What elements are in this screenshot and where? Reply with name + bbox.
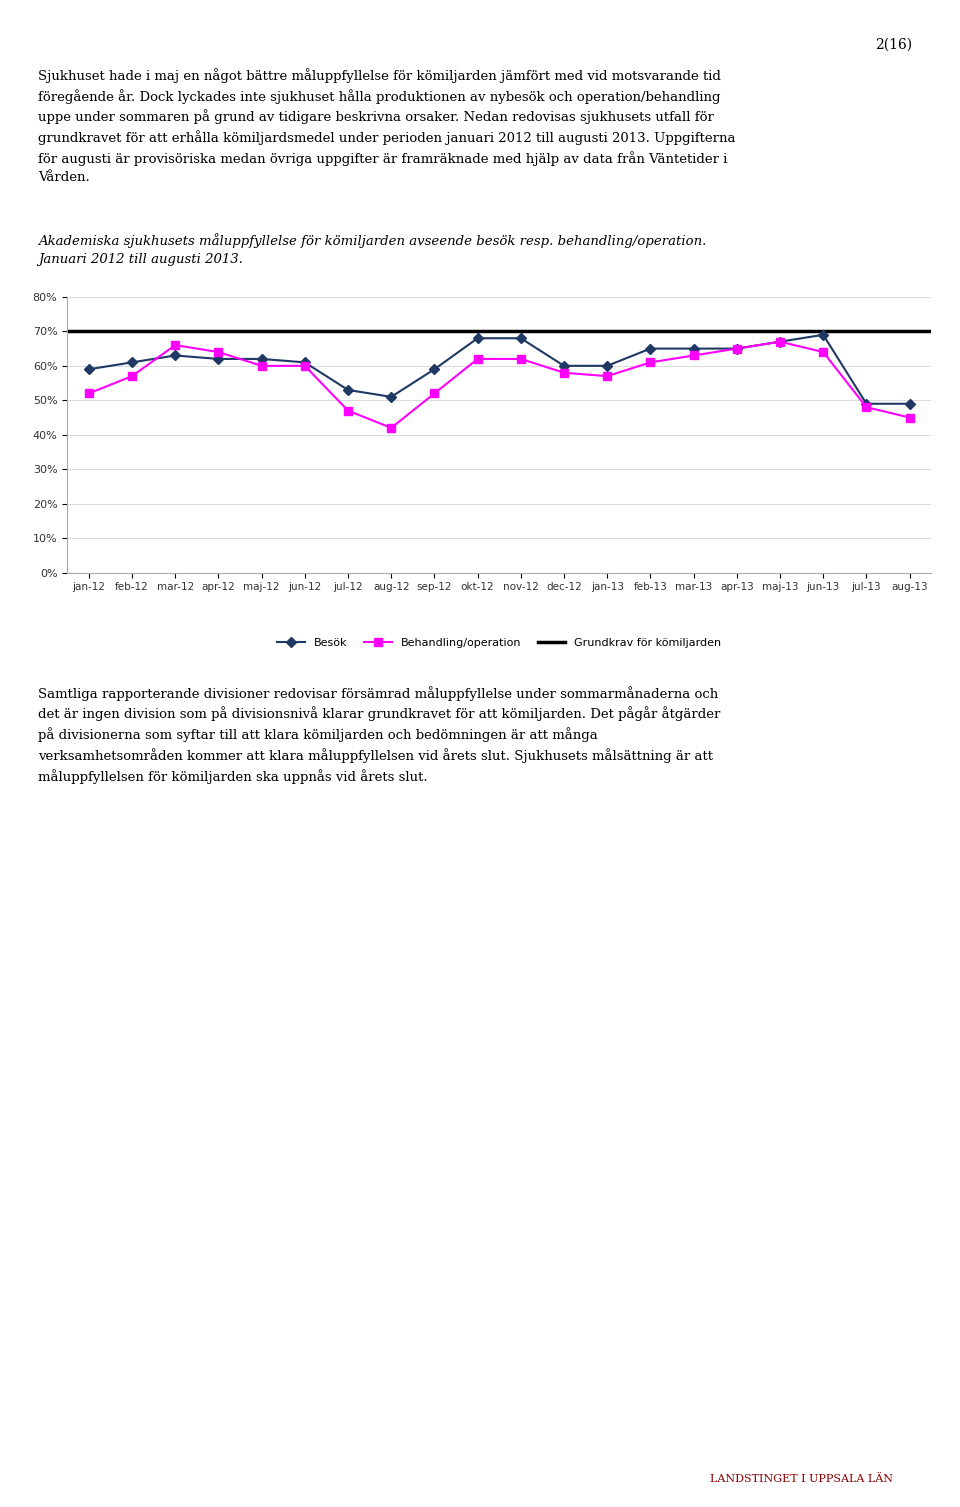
Behandling/operation (731, 339, 742, 357)
Behandling/operation (299, 357, 310, 375)
Behandling/operation (471, 350, 483, 368)
Behandling/operation (860, 398, 872, 416)
Besök (255, 350, 267, 368)
Line: Besök: Besök (85, 332, 913, 407)
Behandling/operation (515, 350, 526, 368)
Behandling/operation (903, 408, 915, 426)
Besök (731, 339, 742, 357)
Behandling/operation (127, 368, 138, 386)
Besök (558, 357, 569, 375)
Besök (860, 395, 872, 413)
Besök (169, 347, 180, 365)
Behandling/operation (817, 344, 828, 362)
Behandling/operation (687, 347, 699, 365)
Besök (817, 326, 828, 344)
Text: 2(16): 2(16) (875, 38, 912, 51)
Besök (385, 387, 397, 405)
Besök (644, 339, 656, 357)
Besök (903, 395, 915, 413)
Besök (342, 381, 353, 399)
Behandling/operation (255, 357, 267, 375)
Besök (471, 329, 483, 347)
Behandling/operation (385, 419, 397, 437)
Besök (299, 353, 310, 371)
Text: Akademiska sjukhusets måluppfyllelse för kömiljarden avseende besök resp. behand: Akademiska sjukhusets måluppfyllelse för… (38, 234, 707, 267)
Behandling/operation (774, 333, 785, 351)
Besök (687, 339, 699, 357)
Besök (428, 360, 440, 378)
Behandling/operation (558, 363, 569, 381)
Besök (515, 329, 526, 347)
Behandling/operation (169, 336, 180, 354)
Legend: Besök, Behandling/operation, Grundkrav för kömiljarden: Besök, Behandling/operation, Grundkrav f… (273, 633, 726, 653)
Behandling/operation (212, 344, 224, 362)
Behandling/operation (644, 353, 656, 371)
Behandling/operation (428, 384, 440, 402)
Behandling/operation (83, 384, 94, 402)
Besök (601, 357, 612, 375)
Behandling/operation (601, 368, 612, 386)
Grundkrav för kömiljarden (83, 322, 94, 341)
Besök (127, 353, 138, 371)
Line: Behandling/operation: Behandling/operation (84, 338, 914, 433)
Grundkrav för kömiljarden (127, 322, 138, 341)
Besök (774, 333, 785, 351)
Besök (83, 360, 94, 378)
Text: Samtliga rapporterande divisioner redovisar försämrad måluppfyllelse under somma: Samtliga rapporterande divisioner redovi… (38, 686, 721, 784)
Besök (212, 350, 224, 368)
Behandling/operation (342, 401, 353, 419)
Text: Sjukhuset hade i maj en något bättre måluppfyllelse för kömiljarden jämfört med : Sjukhuset hade i maj en något bättre mål… (38, 68, 736, 184)
Text: LANDSTINGET I UPPSALA LÄN: LANDSTINGET I UPPSALA LÄN (709, 1474, 893, 1484)
